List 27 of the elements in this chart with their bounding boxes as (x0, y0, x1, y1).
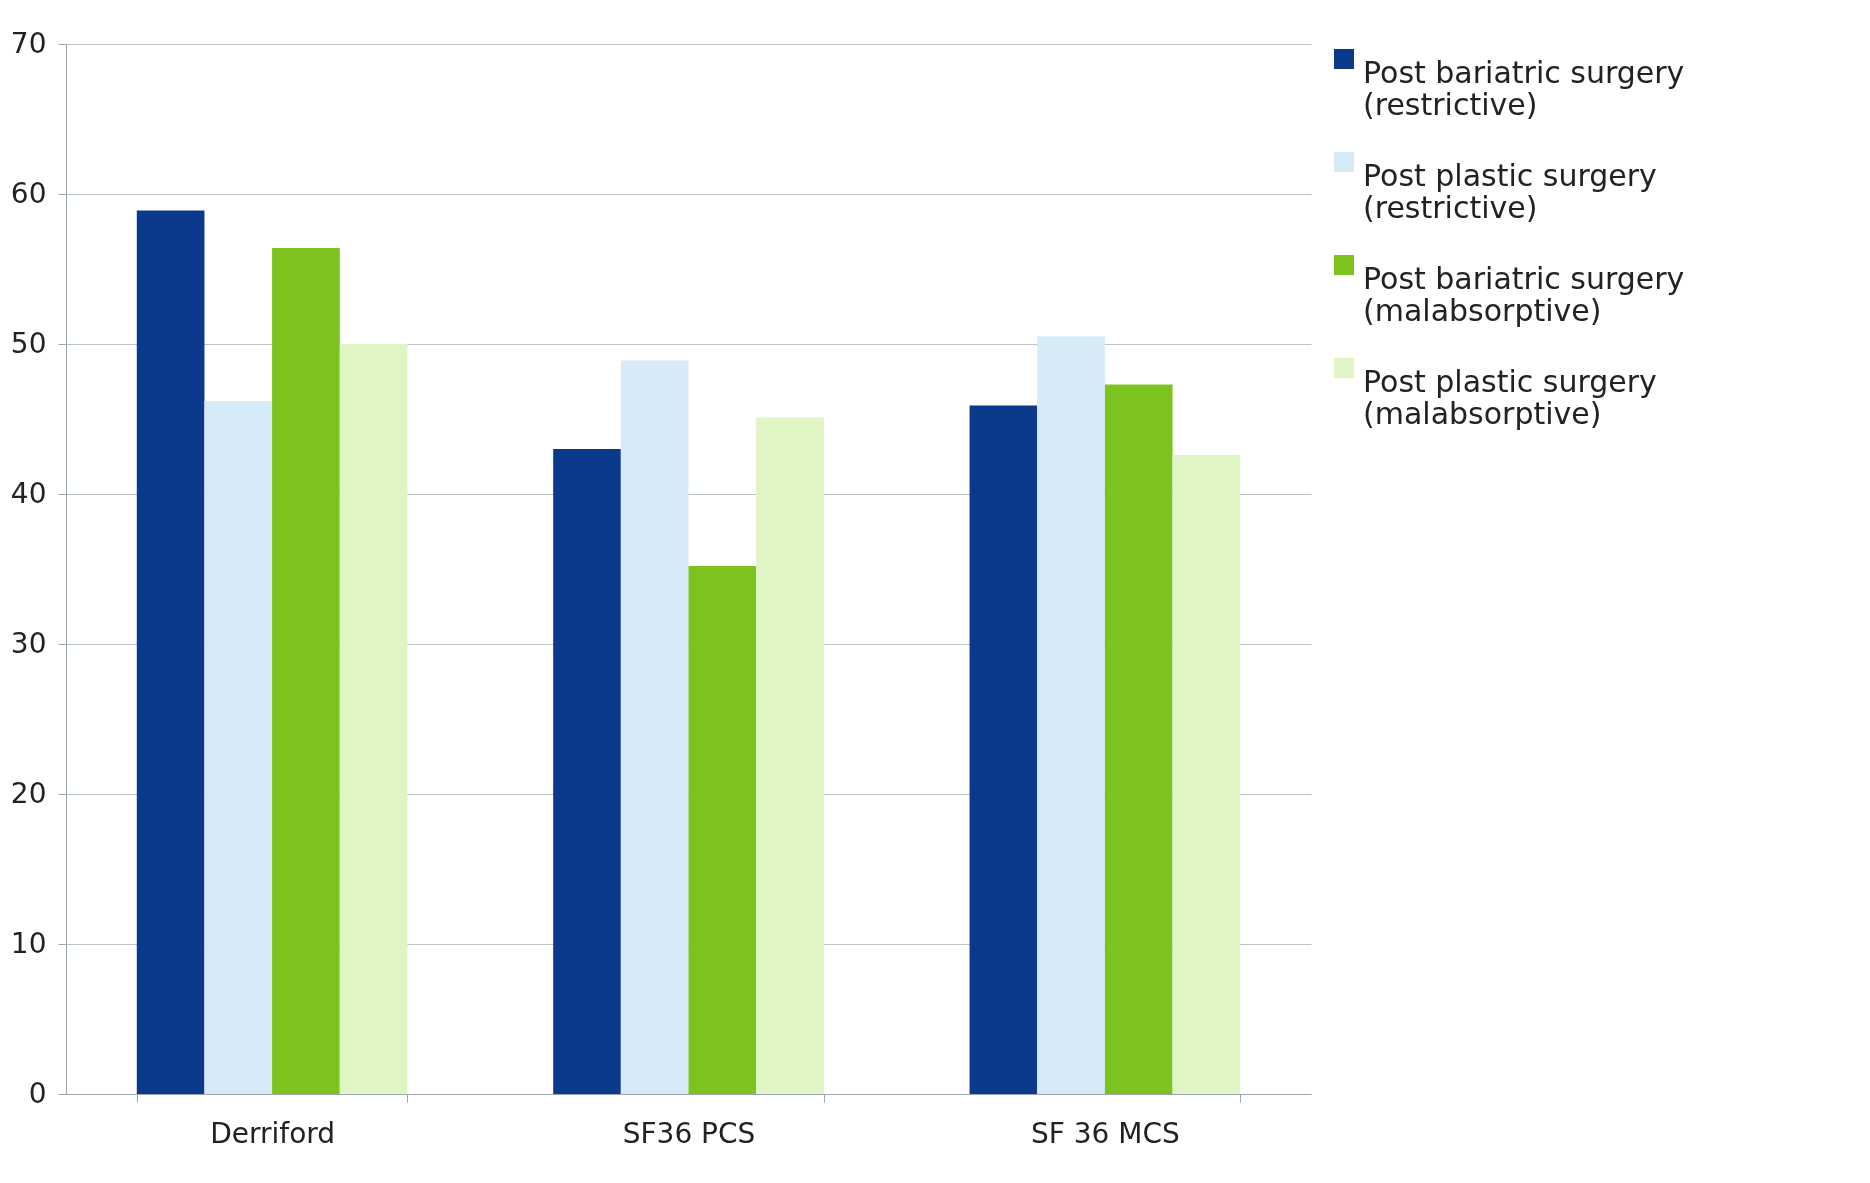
bar (553, 449, 621, 1094)
bar (756, 417, 824, 1094)
bar (136, 210, 205, 1094)
bar (969, 405, 1038, 1094)
bar (339, 344, 408, 1094)
y-tick-label: 40 (10, 476, 47, 510)
y-tick-label: 30 (10, 626, 47, 660)
x-tick-label: Derriford (210, 1116, 336, 1150)
legend-label: Post bariatric surgery (restrictive) (1363, 55, 1685, 122)
y-tick-label: 60 (10, 176, 47, 210)
legend-label: Post plastic surgery (malabsorptive) (1363, 364, 1657, 431)
bar (272, 248, 340, 1094)
bar (1037, 336, 1105, 1094)
bar (620, 360, 689, 1094)
x-tick-label: SF 36 MCS (1030, 1116, 1180, 1150)
y-tick-label: 50 (10, 326, 47, 360)
legend-label: Post plastic surgery (restrictive) (1363, 158, 1657, 225)
y-tick-label: 70 (10, 26, 47, 60)
bar (1104, 384, 1173, 1094)
y-tick-label: 10 (10, 926, 47, 960)
y-tick-label: 0 (28, 1076, 47, 1110)
bar (688, 566, 757, 1094)
legend-label: Post bariatric surgery (malabsorptive) (1363, 261, 1685, 328)
x-tick-label: SF36 PCS (622, 1116, 756, 1150)
y-tick-label: 20 (10, 776, 47, 810)
bar (204, 401, 273, 1094)
bar (1172, 455, 1241, 1094)
